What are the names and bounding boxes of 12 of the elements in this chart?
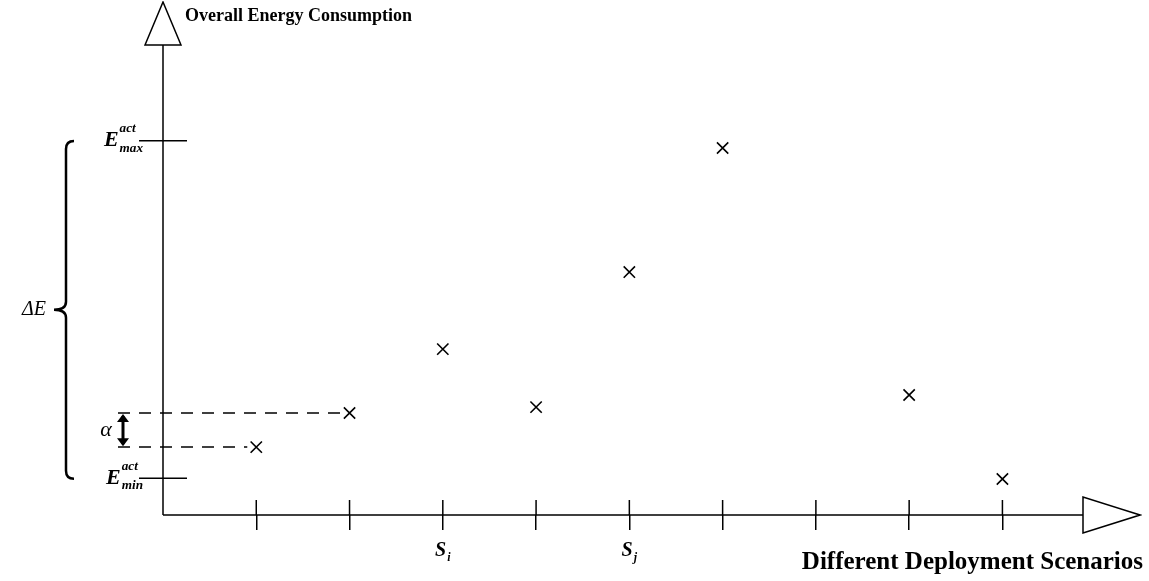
point — [343, 406, 356, 420]
point — [436, 342, 450, 356]
text: ΔE — [21, 296, 46, 319]
text: α — [100, 415, 113, 441]
text: Overall Energy Consumption — [185, 4, 413, 25]
x-axis-title: Different Deployment Scenarios — [801, 547, 1144, 575]
point — [902, 388, 916, 402]
point — [529, 400, 543, 414]
point — [995, 472, 1009, 486]
point — [249, 440, 263, 454]
point — [622, 265, 636, 279]
point — [716, 141, 730, 155]
